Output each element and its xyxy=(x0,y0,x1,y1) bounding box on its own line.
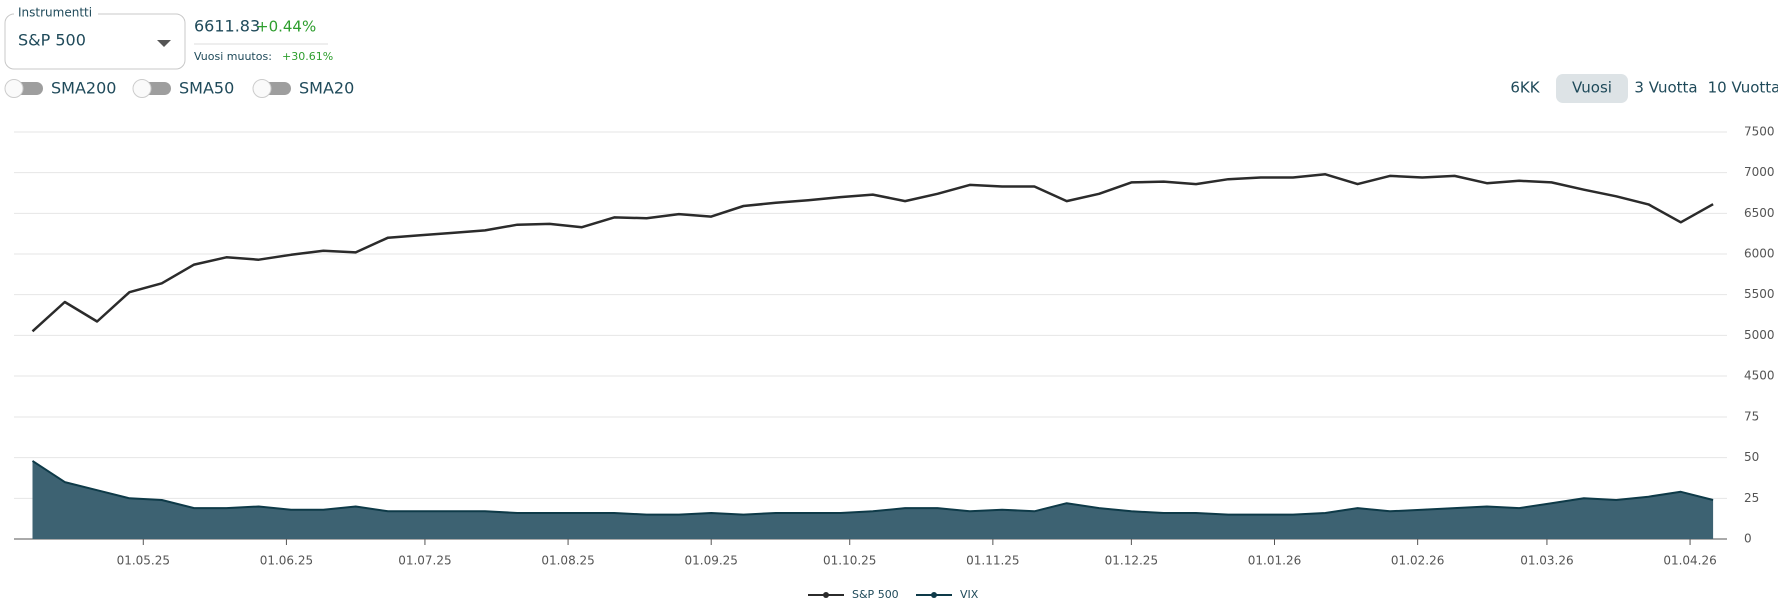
price: 6611.83 xyxy=(194,17,260,36)
legend-item[interactable]: VIX xyxy=(916,588,979,601)
y-tick-label: 7000 xyxy=(1744,165,1775,179)
x-tick-label: 01.01.26 xyxy=(1248,554,1301,568)
toggle-knob[interactable] xyxy=(4,79,24,98)
select-label: Instrumentti xyxy=(18,6,92,20)
y-tick-label: 7500 xyxy=(1744,125,1775,139)
range-label[interactable]: 6KK xyxy=(1510,79,1540,97)
legend-marker[interactable] xyxy=(823,592,829,598)
range-label[interactable]: 10 Vuotta xyxy=(1708,79,1778,97)
toggle-label[interactable]: SMA50 xyxy=(179,79,234,98)
area-fill xyxy=(32,460,1714,539)
y-tick-label: 5000 xyxy=(1744,328,1775,342)
label-background xyxy=(14,6,98,20)
range-button[interactable]: 3 Vuotta xyxy=(1634,79,1697,97)
toggle-label[interactable]: SMA200 xyxy=(51,79,116,98)
y-tick-label: 75 xyxy=(1744,410,1759,424)
sma-toggle[interactable]: SMA50 xyxy=(132,79,234,98)
legend-label[interactable]: VIX xyxy=(960,588,979,601)
x-tick-label: 01.07.25 xyxy=(398,554,451,568)
x-tick-label: 01.04.26 xyxy=(1663,554,1716,568)
x-tick-label: 01.06.25 xyxy=(260,554,313,568)
x-tick-label: 01.08.25 xyxy=(541,554,594,568)
range-button[interactable]: 6KK xyxy=(1510,79,1540,97)
x-tick-label: 01.05.25 xyxy=(117,554,170,568)
y-tick-label: 6000 xyxy=(1744,247,1775,261)
year-change: +30.61% xyxy=(282,50,333,63)
x-tick-label: 01.09.25 xyxy=(684,554,737,568)
area-line xyxy=(31,460,1714,516)
y-tick-label: 0 xyxy=(1744,532,1752,546)
x-tick-label: 01.03.26 xyxy=(1520,554,1573,568)
dropdown-arrow xyxy=(157,40,171,47)
x-tick-label: 01.11.25 xyxy=(966,554,1019,568)
x-tick-label: 01.10.25 xyxy=(823,554,876,568)
selected-background[interactable] xyxy=(1556,74,1628,103)
toggle-label[interactable]: SMA20 xyxy=(299,79,354,98)
range-button[interactable]: Vuosi xyxy=(1556,74,1628,103)
sma-toggle[interactable]: SMA200 xyxy=(4,79,116,98)
legend-marker[interactable] xyxy=(931,592,937,598)
y-tick-label: 6500 xyxy=(1744,206,1775,220)
range-label[interactable]: 3 Vuotta xyxy=(1634,79,1697,97)
sma-toggle[interactable]: SMA20 xyxy=(252,79,354,98)
y-tick-label: 25 xyxy=(1744,491,1759,505)
legend-item[interactable]: S&P 500 xyxy=(808,588,899,601)
toggle-knob[interactable] xyxy=(132,79,152,98)
range-label[interactable]: Vuosi xyxy=(1572,79,1612,97)
y-tick-label: 50 xyxy=(1744,450,1759,464)
x-tick-label: 01.12.25 xyxy=(1105,554,1158,568)
select-value: S&P 500 xyxy=(18,31,86,50)
instrument-selector[interactable]: Instrumentti S&P 500 xyxy=(4,6,186,70)
y-tick-label: 4500 xyxy=(1744,369,1775,383)
price-change: +0.44% xyxy=(256,18,316,36)
year-change-label: Vuosi muutos: xyxy=(194,50,272,63)
toggle-knob[interactable] xyxy=(252,79,272,98)
x-tick-label: 01.02.26 xyxy=(1391,554,1444,568)
range-button[interactable]: 10 Vuotta xyxy=(1708,79,1778,97)
legend-label[interactable]: S&P 500 xyxy=(852,588,899,601)
line xyxy=(31,173,1714,333)
y-tick-label: 5500 xyxy=(1744,287,1775,301)
